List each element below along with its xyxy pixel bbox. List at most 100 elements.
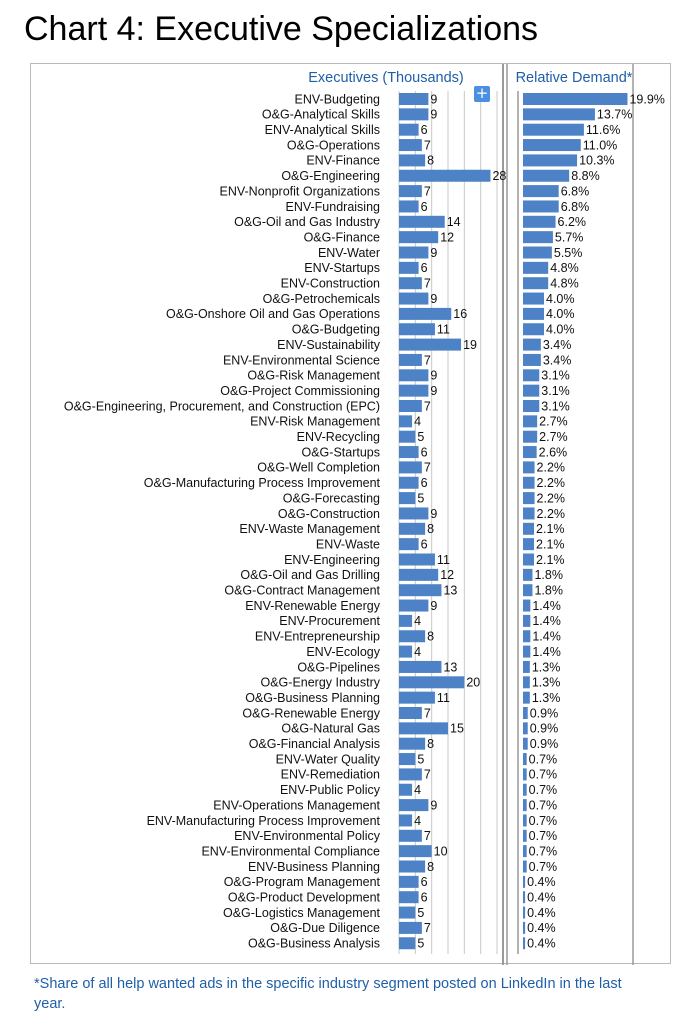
category-label: ENV-Finance bbox=[306, 154, 380, 168]
executives-data-label: 7 bbox=[424, 829, 431, 843]
demand-data-label: 0.9% bbox=[530, 706, 559, 720]
demand-bar bbox=[523, 415, 538, 428]
category-label: O&G-Energy Industry bbox=[261, 676, 381, 690]
demand-bar bbox=[523, 753, 527, 766]
executives-data-label: 7 bbox=[424, 138, 431, 152]
category-label: ENV-Sustainability bbox=[277, 338, 381, 352]
demand-data-label: 2.2% bbox=[537, 476, 566, 490]
executives-data-label: 8 bbox=[427, 630, 434, 644]
demand-bar bbox=[523, 507, 535, 520]
executives-bar bbox=[399, 707, 422, 719]
demand-data-label: 13.7% bbox=[597, 108, 632, 122]
demand-data-label: 10.3% bbox=[579, 154, 614, 168]
demand-data-label: 0.7% bbox=[529, 860, 558, 874]
demand-bar bbox=[523, 108, 595, 121]
demand-bar bbox=[523, 707, 528, 719]
demand-data-label: 0.7% bbox=[529, 844, 558, 858]
demand-data-label: 1.4% bbox=[532, 614, 561, 628]
category-label: O&G-Program Management bbox=[224, 875, 381, 889]
demand-data-label: 0.4% bbox=[527, 921, 556, 935]
executives-bar bbox=[399, 660, 442, 673]
demand-bar bbox=[523, 400, 540, 412]
executives-data-label: 12 bbox=[440, 230, 454, 244]
executives-bar bbox=[399, 783, 413, 796]
category-label: ENV-Startups bbox=[304, 261, 380, 275]
demand-bar bbox=[523, 645, 531, 658]
executives-data-label: 8 bbox=[427, 737, 434, 751]
expand-icon[interactable]: + bbox=[474, 84, 490, 102]
category-label: O&G-Engineering, Procurement, and Constr… bbox=[64, 399, 380, 413]
executives-data-label: 4 bbox=[414, 814, 421, 828]
demand-data-label: 2.1% bbox=[536, 537, 565, 551]
category-label: O&G-Oil and Gas Drilling bbox=[240, 568, 380, 582]
demand-data-label: 2.6% bbox=[539, 445, 568, 459]
demand-data-label: 0.9% bbox=[530, 737, 559, 751]
demand-data-label: 0.7% bbox=[529, 768, 558, 782]
demand-data-label: 0.9% bbox=[530, 722, 559, 736]
category-label: O&G-Oil and Gas Industry bbox=[234, 215, 381, 229]
demand-bar bbox=[523, 860, 527, 873]
executives-bar bbox=[399, 538, 419, 551]
demand-data-label: 1.3% bbox=[532, 660, 561, 674]
executives-data-label: 12 bbox=[440, 568, 454, 582]
chart-svg: Executives (Thousands) Relative Demand* EN… bbox=[64, 64, 665, 965]
demand-bar bbox=[523, 783, 527, 796]
demand-data-label: 3.4% bbox=[543, 338, 572, 352]
executives-data-label: 9 bbox=[430, 292, 437, 306]
demand-data-label: 19.9% bbox=[629, 92, 664, 106]
demand-data-label: 0.4% bbox=[527, 906, 556, 920]
executives-data-label: 5 bbox=[417, 491, 424, 505]
demand-bar bbox=[523, 323, 544, 336]
executives-data-label: 10 bbox=[434, 844, 448, 858]
demand-bar bbox=[523, 307, 544, 320]
executives-data-label: 6 bbox=[421, 261, 428, 275]
executives-bar bbox=[399, 415, 413, 428]
category-label: ENV-Public Policy bbox=[280, 783, 381, 797]
demand-bar bbox=[523, 384, 540, 397]
demand-bar bbox=[523, 906, 526, 919]
category-label: O&G-Pipelines bbox=[297, 660, 380, 674]
executives-data-label: 7 bbox=[424, 399, 431, 413]
demand-data-label: 4.0% bbox=[546, 323, 575, 337]
category-label: O&G-Engineering bbox=[281, 169, 380, 183]
category-label: O&G-Business Analysis bbox=[248, 937, 380, 951]
demand-bar bbox=[523, 937, 526, 950]
executives-bar bbox=[399, 799, 429, 812]
demand-bar bbox=[523, 553, 535, 566]
executives-bar bbox=[399, 492, 416, 505]
category-label: O&G-Contract Management bbox=[224, 584, 380, 598]
executives-bar bbox=[399, 553, 435, 566]
category-label: ENV-Renewable Energy bbox=[245, 599, 381, 613]
executives-data-label: 8 bbox=[427, 522, 434, 536]
category-label: O&G-Startups bbox=[302, 445, 381, 459]
category-label: ENV-Remediation bbox=[281, 768, 380, 782]
demand-data-label: 5.7% bbox=[555, 230, 584, 244]
category-label: ENV-Engineering bbox=[284, 553, 380, 567]
demand-bar bbox=[523, 568, 533, 581]
executives-data-label: 9 bbox=[430, 369, 437, 383]
demand-data-label: 2.2% bbox=[537, 507, 566, 521]
category-label: O&G-Logistics Management bbox=[223, 906, 381, 920]
category-label: O&G-Due Diligence bbox=[270, 921, 380, 935]
demand-data-label: 0.7% bbox=[529, 798, 558, 812]
category-label: ENV-Business Planning bbox=[248, 860, 380, 874]
demand-data-label: 6.8% bbox=[561, 184, 590, 198]
demand-bar bbox=[523, 246, 552, 259]
executives-data-label: 16 bbox=[453, 307, 467, 321]
demand-data-label: 11.0% bbox=[583, 138, 618, 152]
demand-data-label: 0.4% bbox=[527, 891, 556, 905]
executives-bar bbox=[399, 154, 426, 167]
category-label: O&G-Manufacturing Process Improvement bbox=[144, 476, 381, 490]
series-header-demand: Relative Demand* bbox=[516, 70, 633, 86]
executives-bar bbox=[399, 400, 422, 412]
category-label: ENV-Environmental Science bbox=[223, 353, 380, 367]
executives-data-label: 15 bbox=[450, 722, 464, 736]
category-label: O&G-Natural Gas bbox=[281, 722, 380, 736]
demand-data-label: 3.1% bbox=[541, 399, 570, 413]
executives-bar bbox=[399, 691, 435, 704]
executives-bar bbox=[399, 507, 429, 520]
demand-data-label: 4.8% bbox=[550, 261, 579, 275]
executives-data-label: 7 bbox=[424, 184, 431, 198]
demand-bar bbox=[523, 277, 549, 290]
category-label: O&G-Product Development bbox=[228, 891, 381, 905]
